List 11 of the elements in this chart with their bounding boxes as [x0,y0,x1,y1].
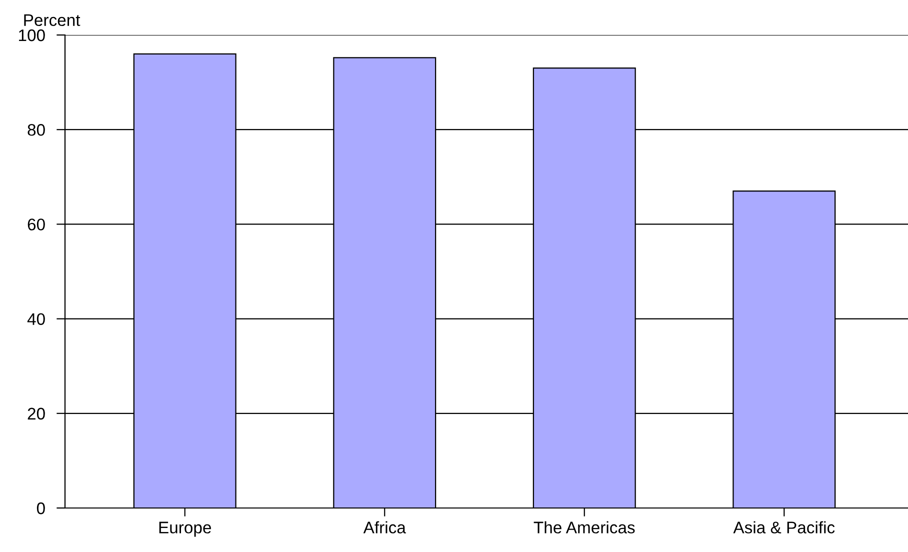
x-tick-label: The Americas [534,521,635,534]
y-tick-label: 20 [28,408,45,420]
y-tick-label: 100 [19,29,45,42]
y-tick-label: 60 [28,218,45,230]
y-axis-title: Percent [24,14,80,26]
x-tick-label: Europe [159,522,211,537]
y-tick-label: 0 [36,502,45,514]
x-tick-label: Asia & Pacific [733,521,835,534]
x-tick-label: Africa [363,521,406,534]
y-tick-label: 40 [27,313,45,326]
y-tick-label: 80 [28,124,45,136]
